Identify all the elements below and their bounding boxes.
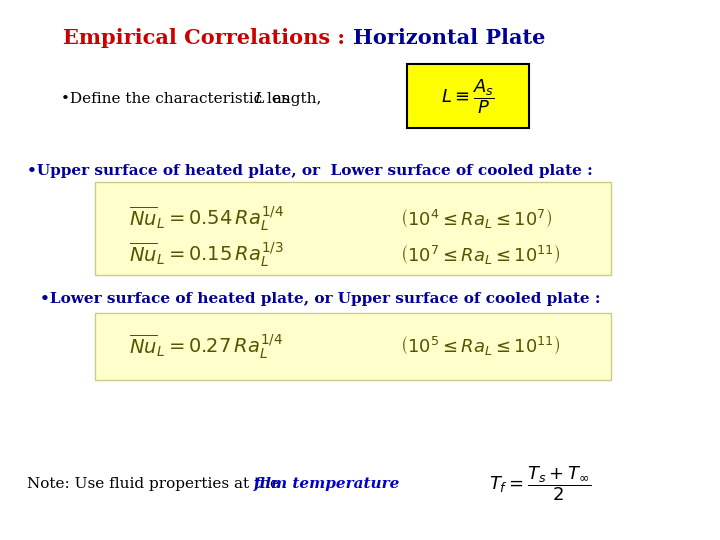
Text: $\overline{Nu}_L = 0.54\, Ra_L^{1/4}$: $\overline{Nu}_L = 0.54\, Ra_L^{1/4}$	[129, 205, 284, 233]
Text: $L \equiv \dfrac{A_s}{P}$: $L \equiv \dfrac{A_s}{P}$	[441, 77, 495, 116]
Text: Note: Use fluid properties at the: Note: Use fluid properties at the	[27, 477, 284, 491]
Text: Empirical Correlations :: Empirical Correlations :	[63, 28, 353, 48]
Text: •Lower surface of heated plate, or Upper surface of cooled plate :: •Lower surface of heated plate, or Upper…	[40, 292, 600, 306]
Text: film temperature: film temperature	[254, 477, 400, 491]
Text: $\overline{Nu}_L = 0.15\, Ra_L^{1/3}$: $\overline{Nu}_L = 0.15\, Ra_L^{1/3}$	[129, 241, 284, 269]
Text: •Upper surface of heated plate, or  Lower surface of cooled plate :: •Upper surface of heated plate, or Lower…	[27, 164, 593, 178]
Text: L: L	[254, 92, 264, 106]
Text: Horizontal Plate: Horizontal Plate	[353, 28, 545, 48]
Text: $\left(10^7 \leq Ra_L \leq 10^{11}\right)$: $\left(10^7 \leq Ra_L \leq 10^{11}\right…	[400, 244, 561, 267]
Text: $\left(10^4 \leq Ra_L \leq 10^7\right)$: $\left(10^4 \leq Ra_L \leq 10^7\right)$	[400, 208, 553, 231]
Text: $\left(10^5 \leq Ra_L \leq 10^{11}\right)$: $\left(10^5 \leq Ra_L \leq 10^{11}\right…	[400, 335, 561, 358]
FancyBboxPatch shape	[407, 64, 529, 129]
Text: as: as	[268, 92, 289, 106]
Text: $\overline{Nu}_L = 0.27\, Ra_L^{1/4}$: $\overline{Nu}_L = 0.27\, Ra_L^{1/4}$	[129, 332, 283, 361]
Text: $T_f = \dfrac{T_s + T_\infty}{2}$: $T_f = \dfrac{T_s + T_\infty}{2}$	[489, 464, 591, 503]
Text: •Define the characteristic length,: •Define the characteristic length,	[60, 92, 326, 106]
FancyBboxPatch shape	[94, 182, 611, 275]
FancyBboxPatch shape	[94, 313, 611, 380]
